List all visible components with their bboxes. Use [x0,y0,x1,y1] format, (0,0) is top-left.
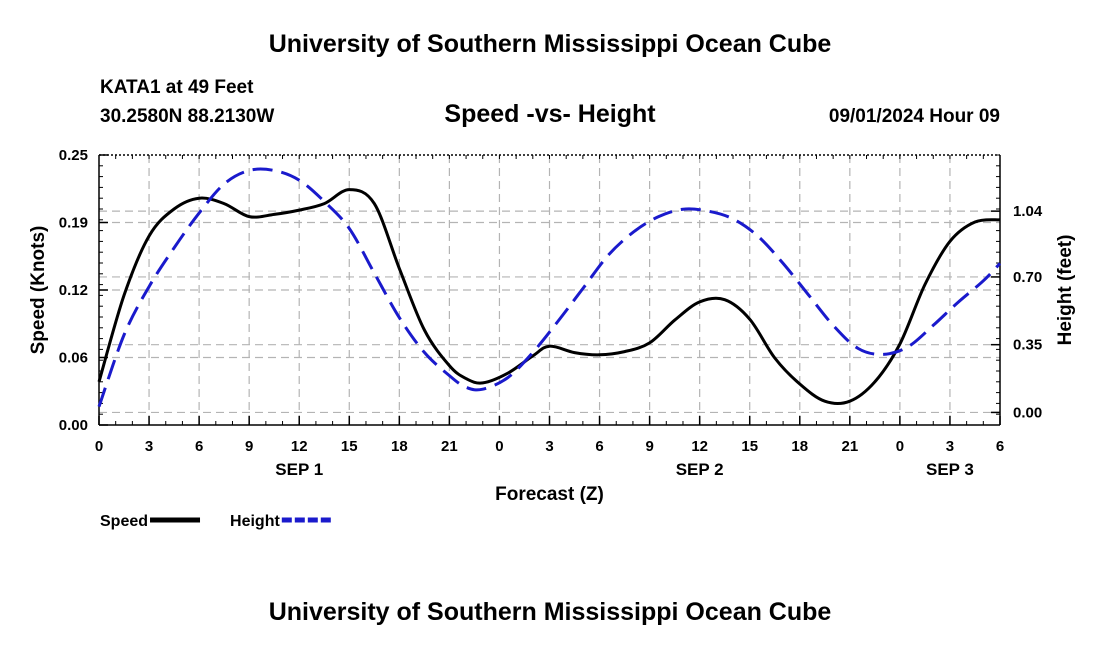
x-tick-label: 6 [996,438,1004,455]
x-tick-label: 6 [195,438,203,455]
footer-title: University of Southern Mississippi Ocean… [268,598,832,626]
x-date-label: SEP 2 [676,460,724,479]
x-tick-label: 21 [841,438,858,455]
x-tick-label: 21 [441,438,458,455]
run-time: 09/01/2024 Hour 09 [828,106,1000,127]
x-tick-label: 18 [391,438,408,455]
x-date-label: SEP 3 [926,460,974,479]
x-tick-label: 0 [95,438,103,455]
x-tick-label: 12 [291,438,308,455]
series-line-speed [97,188,1001,406]
x-tick-label: 12 [691,438,708,455]
x-tick-label: 18 [791,438,808,455]
chart-title: Speed -vs- Height [444,100,656,128]
y2-axis-label: Height (feet) [1055,235,1076,346]
station-label: KATA1 at 49 Feet [100,77,254,98]
x-tick-label: 0 [896,438,904,455]
x-tick-label: 3 [545,438,553,455]
x-tick-label: 9 [645,438,653,455]
x-axis-label: Forecast (Z) [495,484,604,505]
x-tick-label: 3 [946,438,954,455]
y2-tick-label: 1.04 [1013,203,1043,220]
y2-tick-label: 0.00 [1013,404,1042,421]
x-tick-label: 15 [741,438,758,455]
page-title: University of Southern Mississippi Ocean… [268,30,832,58]
y-tick-label: 0.19 [59,215,88,232]
x-tick-label: 15 [341,438,358,455]
station-coordinates: 30.2580N 88.2130W [100,106,275,127]
x-tick-label: 0 [495,438,503,455]
y-axis-label: Speed (Knots) [28,226,49,355]
series-line-height [97,167,1002,408]
x-tick-label: 3 [145,438,153,455]
x-tick-label: 9 [245,438,253,455]
y-tick-label: 0.12 [59,282,88,299]
y2-tick-label: 0.70 [1013,269,1042,286]
y-tick-label: 0.06 [59,350,88,367]
y-tick-label: 0.00 [59,417,88,434]
x-date-label: SEP 1 [275,460,323,479]
x-tick-label: 6 [595,438,603,455]
y-tick-label: 0.25 [59,147,88,164]
legend-label-height: Height [230,513,280,530]
legend-label-speed: Speed [100,513,148,530]
y2-tick-label: 0.35 [1013,337,1042,354]
